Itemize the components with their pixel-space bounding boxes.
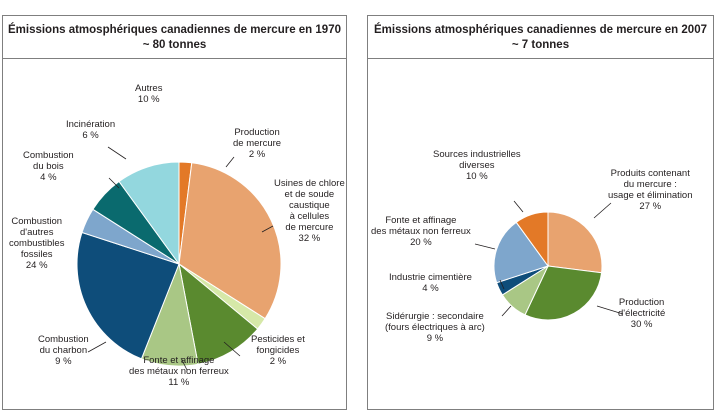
label-line: fossiles: [20, 249, 53, 260]
leader-line: [593, 202, 612, 219]
label-line: du bois: [33, 161, 64, 172]
label-line: Production: [234, 127, 280, 138]
label-value: 9 %: [55, 356, 72, 367]
leader-line: [180, 357, 188, 371]
title-text-2007: Émissions atmosphériques canadiennes de …: [373, 24, 707, 36]
label-line: des métaux non ferreux: [371, 226, 471, 237]
chart-title-2007: Émissions atmosphériques canadiennes de …: [368, 23, 713, 53]
label-value: 10 %: [137, 94, 160, 105]
label-line: Autres: [135, 83, 163, 94]
label-cimentiere: Industrie cimentière 4 %: [389, 272, 472, 294]
label-autres-combustibles: Combustion d'autres combustibles fossile…: [9, 216, 64, 271]
pie-slice: [178, 262, 259, 365]
leader-line: [499, 279, 505, 290]
label-fonte-1970: Fonte et affinage des métaux non ferreux…: [129, 355, 229, 388]
chart-title-1970: Émissions atmosphériques canadiennes de …: [3, 23, 346, 53]
pie-slice: [524, 265, 603, 321]
label-value: 4 %: [422, 283, 439, 294]
label-siderurgie: Sidérurgie : secondaire (fours électriqu…: [385, 311, 485, 344]
label-electricite: Production d'électricité 30 %: [618, 297, 665, 330]
pie-chart-2007: [474, 200, 624, 321]
label-line: du mercure :: [623, 179, 677, 190]
pie-slice: [76, 231, 180, 360]
label-fonte-2007: Fonte et affinage des métaux non ferreux…: [371, 215, 471, 248]
label-line: de mercure: [233, 138, 282, 149]
title-text-1970: Émissions atmosphériques canadiennes de …: [7, 24, 341, 36]
label-value: 9 %: [426, 333, 444, 344]
pie-slice: [493, 221, 549, 284]
label-charbon: Combustion du charbon 9 %: [38, 334, 89, 367]
label-line: Produits contenant: [610, 168, 690, 179]
label-value: 2 %: [248, 149, 266, 160]
chart-panel-2007: Émissions atmosphériques canadiennes de …: [367, 15, 714, 410]
label-line: usage et élimination: [608, 190, 693, 201]
label-value: 11 %: [168, 377, 190, 388]
leader-line: [474, 243, 496, 250]
chart-panel-1970: Émissions atmosphériques canadiennes de …: [2, 15, 347, 410]
label-line: Pesticides et: [251, 334, 305, 345]
label-incineration: Incinération 6 %: [66, 119, 115, 141]
subtitle-text-1970: ~ 80 tonnes: [142, 39, 207, 51]
label-value: 30 %: [630, 319, 653, 330]
label-value: 6 %: [82, 130, 99, 141]
pie-chart-1970: [76, 146, 282, 371]
label-line: d'autres: [19, 227, 54, 238]
label-line: diverses: [459, 160, 495, 171]
label-line: des métaux non ferreux: [129, 366, 229, 377]
label-line: (fours électriques à arc): [385, 322, 485, 333]
leader-line: [225, 156, 235, 168]
label-line: Combustion: [38, 334, 89, 345]
title-divider-1970: [3, 58, 346, 59]
label-line: fongicides: [256, 345, 300, 356]
label-sources-diverses: Sources industrielles diverses 10 %: [433, 149, 521, 182]
label-line: combustibles: [9, 238, 65, 249]
label-value: 20 %: [410, 237, 432, 248]
label-pesticides: Pesticides et fongicides 2 %: [251, 334, 305, 367]
title-divider-2007: [368, 58, 713, 59]
label-line: Industrie cimentière: [389, 272, 472, 283]
label-produits: Produits contenant du mercure : usage et…: [608, 168, 693, 212]
label-line: Production: [618, 297, 665, 308]
label-line: Fonte et affinage: [143, 355, 215, 366]
label-line: caustique: [289, 200, 330, 211]
label-value: 24 %: [25, 260, 48, 271]
label-line: Incinération: [66, 119, 116, 130]
label-line: Fonte et affinage: [385, 215, 457, 226]
pie-slice: [118, 161, 180, 266]
label-autres: Autres 10 %: [135, 83, 162, 105]
label-line: Sources industrielles: [433, 149, 521, 160]
label-line: d'électricité: [618, 308, 666, 319]
label-bois: Combustion du bois 4 %: [23, 150, 74, 183]
label-value: 2 %: [269, 356, 287, 367]
leader-line: [87, 341, 107, 353]
label-line: Sidérurgie : secondaire: [386, 311, 484, 322]
subtitle-text-2007: ~ 7 tonnes: [511, 39, 570, 51]
leader-line: [108, 177, 120, 189]
label-line: Combustion: [11, 216, 63, 227]
label-value: 32 %: [298, 233, 321, 244]
label-line: de mercure: [285, 222, 334, 233]
leader-line: [513, 200, 524, 213]
pie-slice: [515, 211, 549, 268]
label-line: Usines de chlore: [274, 178, 345, 189]
leader-line: [596, 305, 624, 315]
leader-line: [223, 341, 241, 357]
label-line: à cellules: [289, 211, 330, 222]
label-value: 10 %: [466, 171, 488, 182]
label-production-mercure: Production de mercure 2 %: [233, 127, 281, 160]
leader-line: [107, 146, 127, 160]
label-value: 4 %: [40, 172, 57, 183]
label-line: du charbon: [39, 345, 88, 356]
label-line: Combustion: [23, 150, 74, 161]
leader-line: [261, 225, 274, 233]
label-value: 27 %: [639, 201, 662, 212]
label-usines-chlore: Usines de chlore et de soude caustique à…: [274, 178, 345, 244]
pie-slice: [547, 211, 603, 274]
label-line: et de soude: [284, 189, 335, 200]
leader-line: [501, 305, 512, 317]
